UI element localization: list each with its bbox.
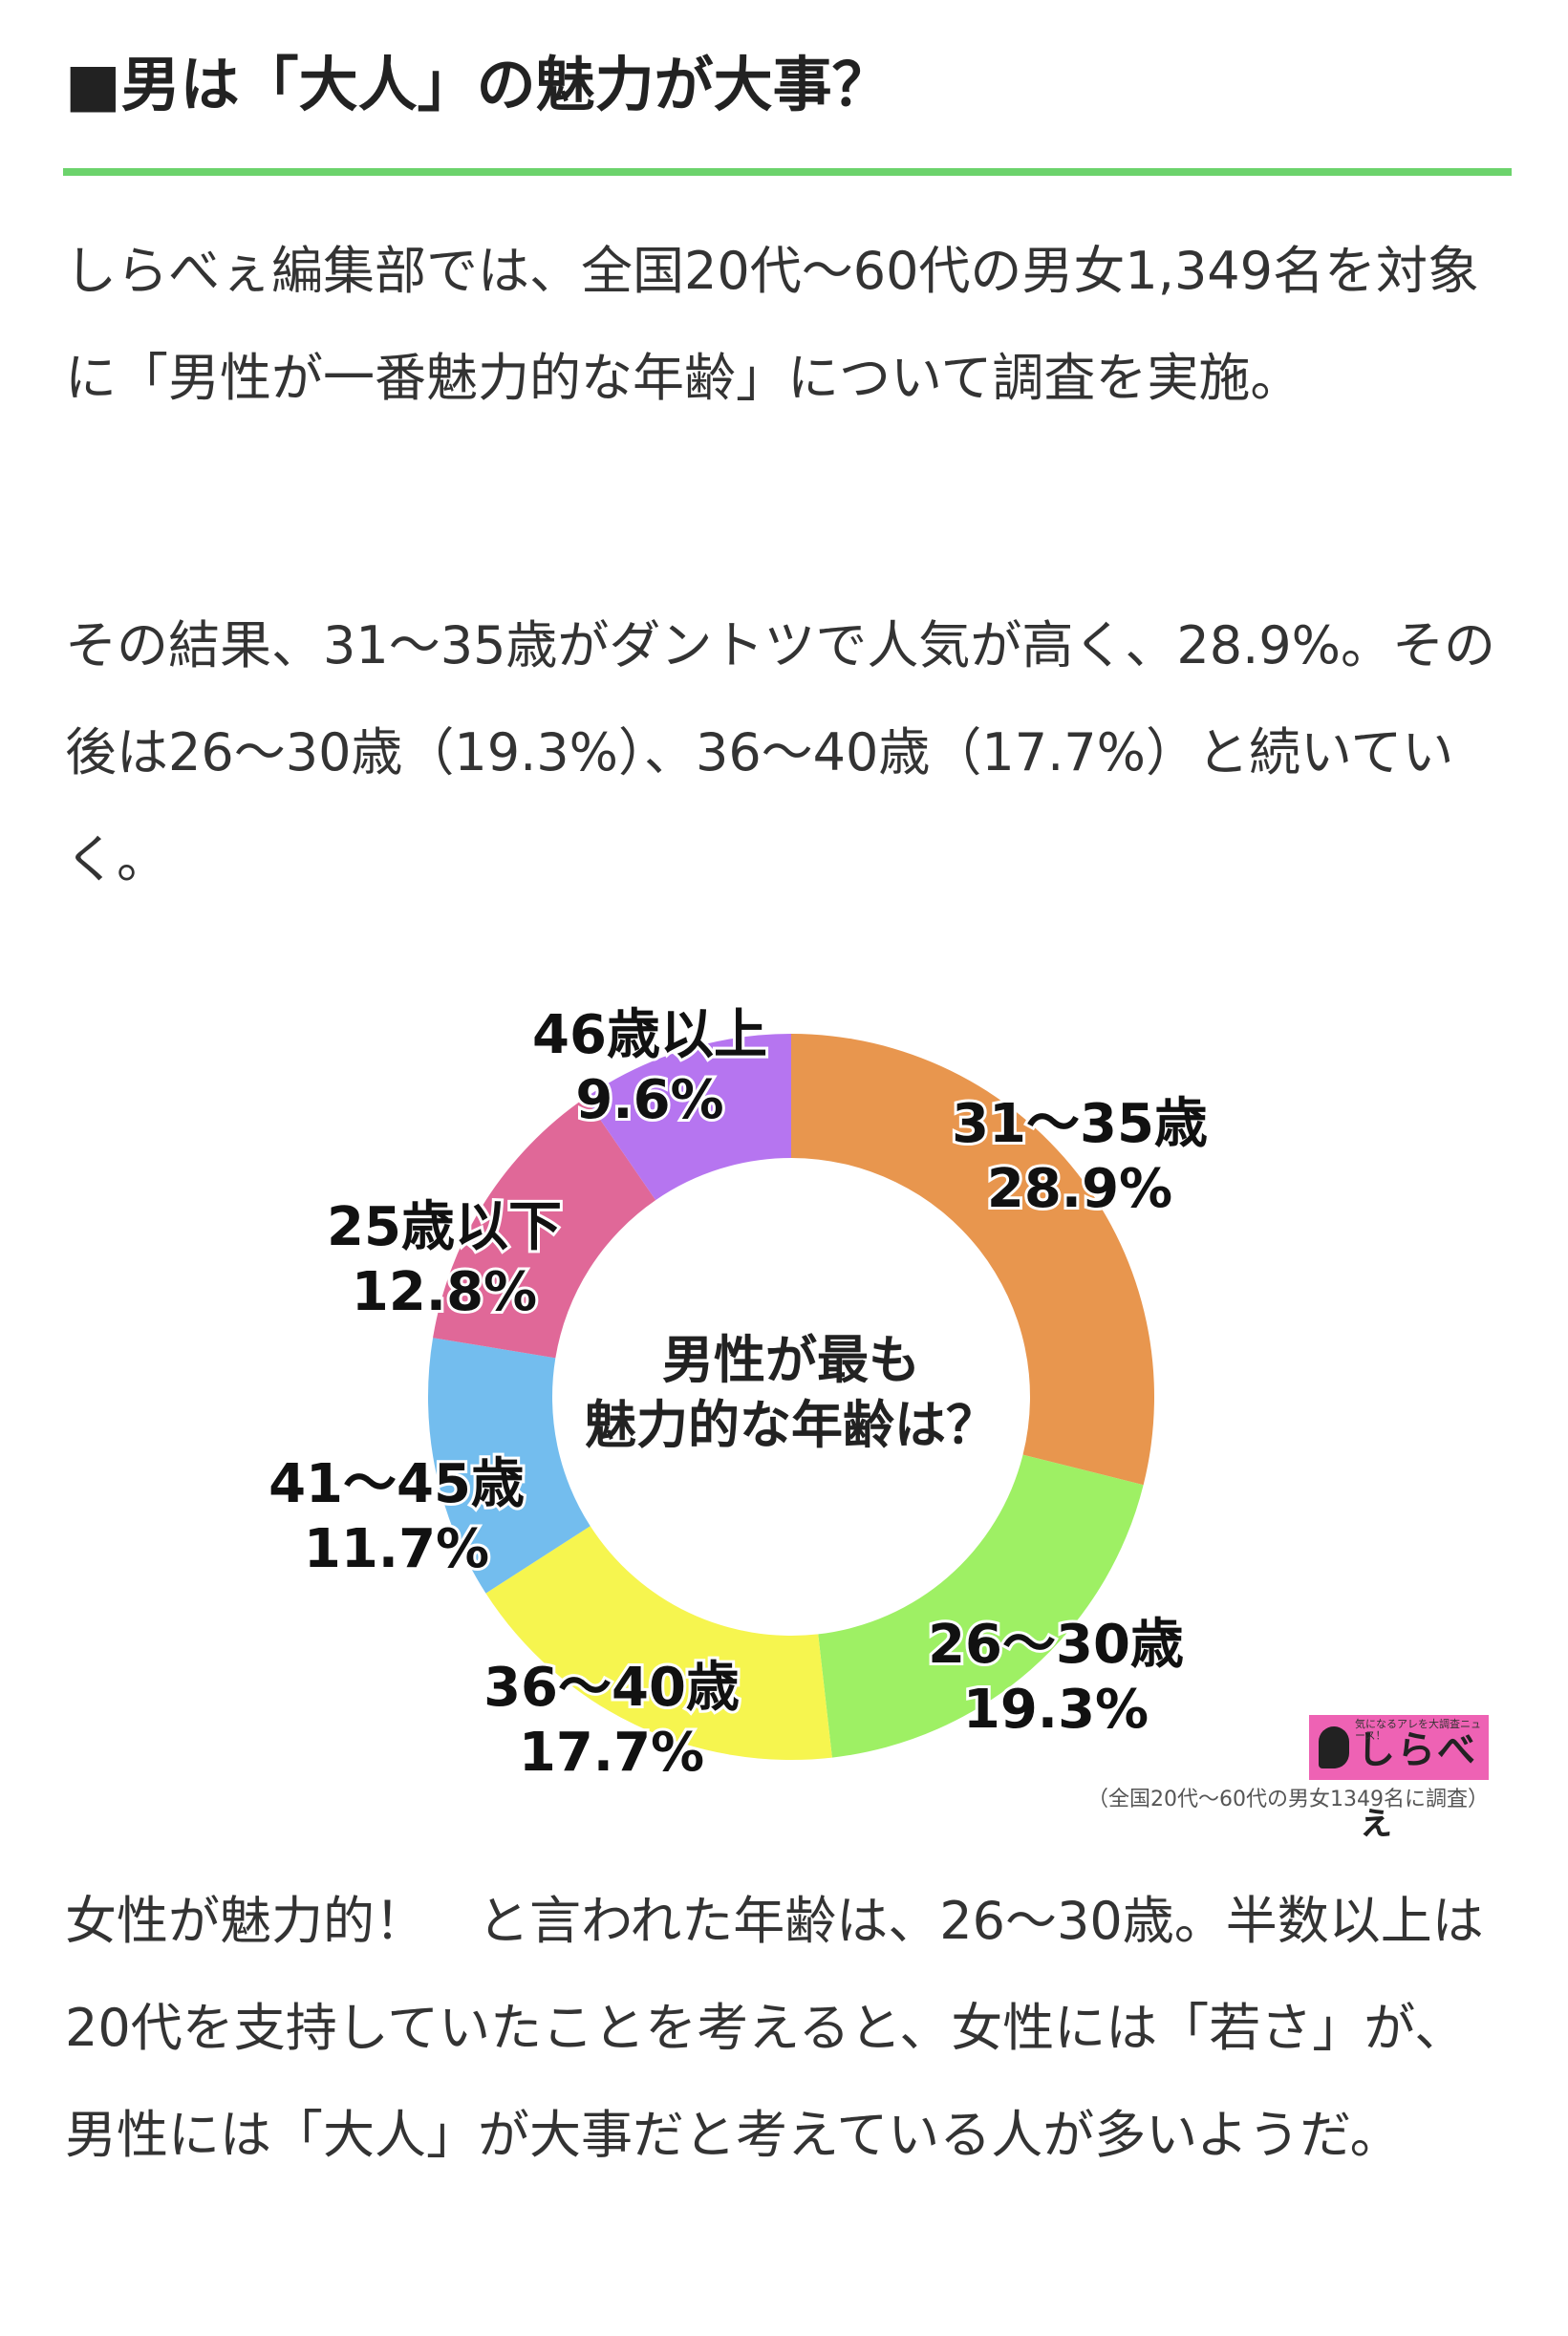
heading-underline [63,168,1512,176]
intro-paragraph: しらべぇ編集部では、全国20代〜60代の男女1,349名を対象に「男性が一番魅力… [65,241,1480,408]
survey-figure: 31〜35歳 28.9% 26〜30歳 19.3% 36〜40歳 17.7% 41〜45歳 1… [0,975,1568,1843]
slice-46-5 [585,1034,791,1201]
slice-value-1: 19.3% [963,1679,1149,1741]
slice-label-1: 26〜30歳 [928,1614,1184,1676]
slice-label-5: 46歳以上 [532,1004,767,1066]
slice-36-40-2 [485,1526,832,1760]
center-label-line-0: 男性が最も [662,1330,920,1390]
slice-value-4: 12.8% [352,1261,537,1323]
slice-value-0: 28.9% [987,1158,1172,1220]
slice-label-3: 41〜45歳 [268,1453,525,1515]
center-label-line-1: 魅力的な年齢は？ [585,1395,998,1455]
section-heading: ■男は「大人」の魅力が大事？ [65,50,891,119]
conclusion-paragraph: 女性が魅力的！ と言われた年齢は、26〜30歳。半数以上は20代を支持していたこ… [65,1891,1484,2165]
slice-label-2: 36〜40歳 [483,1657,740,1719]
slice-31-35-0 [791,1034,1154,1486]
slice-value-2: 17.7% [519,1722,704,1784]
result-paragraph: その結果、31〜35歳がダントツで人気が高く、28.9%。その後は26〜30歳（… [65,615,1495,889]
slice-label-4: 25歳以下 [327,1196,562,1258]
slice-41-45-3 [428,1338,591,1594]
logo-mark-icon [1319,1726,1349,1768]
slice-value-3: 11.7% [304,1518,489,1580]
slice-value-5: 9.6% [575,1069,723,1131]
slice-label-0: 31〜35歳 [952,1093,1208,1155]
shirabee-logo[interactable]: 気になるアレを大調査ニュース！ しらべぇ [1309,1715,1489,1843]
survey-note: （全国20代〜60代の男女1349名に調査） [1087,1788,1489,1811]
donut-chart: 31〜35歳28.9%26〜30歳19.3%36〜40歳17.7%41〜45歳1… [266,1001,1211,1787]
logo-tagline: 気になるアレを大調査ニュース！ [1355,1718,1481,1742]
slice-26-30-1 [818,1454,1144,1758]
logo-text: しらべぇ [1357,1728,1477,1843]
slice-25-4 [433,1098,656,1359]
